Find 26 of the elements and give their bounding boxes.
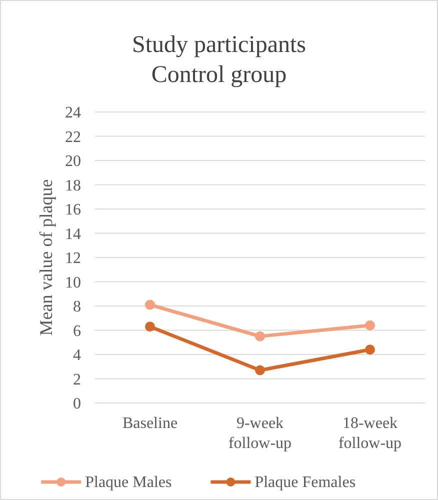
y-tick-label: 8 (73, 298, 81, 316)
x-tick-label: 18-week follow-up (338, 415, 402, 452)
y-tick-label: 6 (73, 322, 81, 340)
point (255, 331, 265, 342)
x-tick-label: Baseline (122, 415, 178, 432)
y-tick-label: 12 (65, 250, 81, 268)
chart-title: Study participants Control group (132, 32, 306, 88)
y-tick-label: 16 (65, 202, 81, 219)
x-tick-label: 9-week follow-up (228, 415, 292, 452)
point (365, 320, 375, 330)
y-tick-label: 22 (65, 128, 81, 146)
point (255, 365, 265, 376)
point (145, 300, 155, 310)
y-tick-label: 14 (65, 226, 81, 243)
y-tick-label: 20 (65, 153, 81, 170)
y-tick-label: 4 (73, 347, 81, 364)
point (145, 322, 155, 332)
y-tick-label: 10 (65, 274, 81, 292)
y-tick-label: 18 (65, 177, 81, 194)
y-tick-label: 2 (73, 371, 81, 388)
legend-label: Plaque Males (85, 474, 172, 491)
point (365, 344, 375, 355)
legend-label: Plaque Females (254, 474, 356, 491)
y-axis-title: Mean value of plaque (36, 179, 56, 336)
y-tick-label: 0 (73, 396, 81, 413)
y-tick-label: 24 (65, 104, 81, 122)
